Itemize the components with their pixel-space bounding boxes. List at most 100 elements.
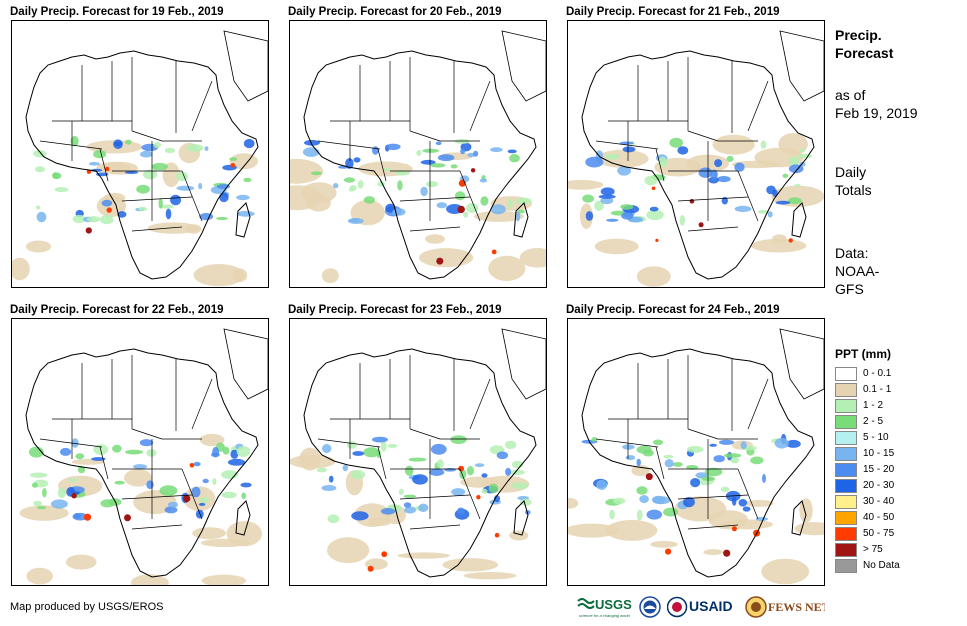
country-borders	[39, 355, 213, 530]
legend-swatch	[835, 559, 857, 573]
africa-coastline	[581, 348, 815, 578]
fewsnet-text: FEWS NET	[768, 600, 825, 614]
country-borders	[595, 57, 769, 232]
forecast-map	[11, 20, 269, 288]
precip-field	[290, 138, 546, 284]
forecast-panel-6: Daily Precip. Forecast for 24 Feb., 2019	[566, 303, 825, 586]
arabia-outline	[223, 328, 268, 400]
sidebar-data-1: Data:	[835, 245, 869, 261]
sidebar-heading-1: Precip.	[835, 27, 882, 43]
madagascar-outline	[235, 202, 251, 238]
arabia-outline	[779, 30, 824, 102]
precip-field	[568, 433, 824, 585]
forecast-panel-2: Daily Precip. Forecast for 20 Feb., 2019	[288, 5, 547, 288]
legend-label: 0.1 - 1	[863, 384, 892, 395]
country-borders	[39, 57, 213, 232]
sidebar-asof-date: Feb 19, 2019	[835, 105, 918, 121]
africa-coastline	[303, 348, 537, 578]
legend-swatch	[835, 495, 857, 509]
forecast-map	[289, 20, 547, 288]
legend-label: 15 - 20	[863, 464, 895, 475]
legend-item: 1 - 2	[835, 398, 945, 414]
precip-field	[12, 135, 258, 287]
legend-label: 2 - 5	[863, 416, 884, 427]
africa-coastline	[581, 50, 815, 280]
arabia-outline	[501, 30, 546, 102]
legend-item: 2 - 5	[835, 414, 945, 430]
legend-swatch	[835, 415, 857, 429]
legend-item: 20 - 30	[835, 478, 945, 494]
legend-label: 1 - 2	[863, 400, 884, 411]
africa-coastline	[25, 50, 259, 280]
forecast-panel-1: Daily Precip. Forecast for 19 Feb., 2019	[10, 5, 269, 288]
legend-item: No Data	[835, 558, 945, 574]
sidebar-totals-2: Totals	[835, 182, 872, 198]
arabia-outline	[501, 328, 546, 400]
usaid-logo: USAID	[667, 595, 745, 619]
madagascar-outline	[235, 500, 251, 536]
legend-item: 30 - 40	[835, 494, 945, 510]
legend-label: 30 - 40	[863, 496, 895, 507]
panel-title: Daily Precip. Forecast for 24 Feb., 2019	[566, 304, 780, 316]
legend-swatch	[835, 399, 857, 413]
legend-label: > 75	[863, 544, 883, 555]
panel-title: Daily Precip. Forecast for 21 Feb., 2019	[566, 6, 780, 18]
legend-swatch	[835, 431, 857, 445]
panel-title: Daily Precip. Forecast for 20 Feb., 2019	[288, 6, 502, 18]
legend-swatch	[835, 383, 857, 397]
legend-label: 5 - 10	[863, 432, 889, 443]
legend-label: 20 - 30	[863, 480, 895, 491]
precip-field	[19, 433, 263, 585]
country-borders	[317, 355, 491, 530]
madagascar-outline	[513, 500, 529, 536]
country-borders	[595, 355, 769, 530]
legend-item: 10 - 15	[835, 446, 945, 462]
arabia-outline	[223, 30, 268, 102]
forecast-map	[567, 318, 825, 586]
legend-item: 15 - 20	[835, 462, 945, 478]
panel-title: Daily Precip. Forecast for 22 Feb., 2019	[10, 304, 224, 316]
usgs-tagline: science for a changing world	[579, 613, 630, 618]
legend-item: 0 - 0.1	[835, 366, 945, 382]
legend-label: 40 - 50	[863, 512, 895, 523]
usgs-text: USGS	[595, 597, 632, 612]
legend-item: > 75	[835, 542, 945, 558]
usgs-logo: USGS science for a changing world	[577, 595, 635, 619]
legend-item: 50 - 75	[835, 526, 945, 542]
legend-label: 50 - 75	[863, 528, 895, 539]
legend-label: 10 - 15	[863, 448, 895, 459]
country-borders	[317, 57, 491, 232]
forecast-map	[11, 318, 269, 586]
legend-item: 5 - 10	[835, 430, 945, 446]
legend-swatch	[835, 543, 857, 557]
legend-item: 0.1 - 1	[835, 382, 945, 398]
legend: 0 - 0.1 0.1 - 1 1 - 2 2 - 5 5 - 10 10 - 15 15 …	[835, 366, 945, 574]
legend-swatch	[835, 463, 857, 477]
legend-title: PPT (mm)	[835, 347, 892, 361]
precip-field	[568, 133, 824, 287]
sidebar-totals-1: Daily	[835, 164, 867, 180]
legend-label: No Data	[863, 560, 900, 571]
legend-label: 0 - 0.1	[863, 368, 892, 379]
usgs-logo-icon: USGS science for a changing world	[577, 597, 632, 618]
madagascar-outline	[791, 500, 807, 536]
usaid-text: USAID	[689, 598, 733, 614]
legend-swatch	[835, 511, 857, 525]
legend-item: 40 - 50	[835, 510, 945, 526]
forecast-panel-3: Daily Precip. Forecast for 21 Feb., 2019	[566, 5, 825, 288]
map-credit: Map produced by USGS/EROS	[10, 601, 164, 613]
forecast-panel-4: Daily Precip. Forecast for 22 Feb., 2019	[10, 303, 269, 586]
noaa-logo-icon	[639, 595, 663, 619]
africa-coastline	[303, 50, 537, 280]
panel-title: Daily Precip. Forecast for 19 Feb., 2019	[10, 6, 224, 18]
fewsnet-logo: FEWS NET	[745, 595, 825, 619]
sidebar-heading-2: Forecast	[835, 45, 894, 61]
sidebar-asof-label: as of	[835, 87, 866, 103]
fewsnet-logo-icon: FEWS NET	[745, 596, 825, 618]
sidebar-data-3: GFS	[835, 281, 864, 297]
usaid-logo-icon: USAID	[667, 596, 733, 618]
panel-title: Daily Precip. Forecast for 23 Feb., 2019	[288, 304, 502, 316]
forecast-map	[289, 318, 547, 586]
madagascar-outline	[513, 202, 529, 238]
legend-swatch	[835, 527, 857, 541]
